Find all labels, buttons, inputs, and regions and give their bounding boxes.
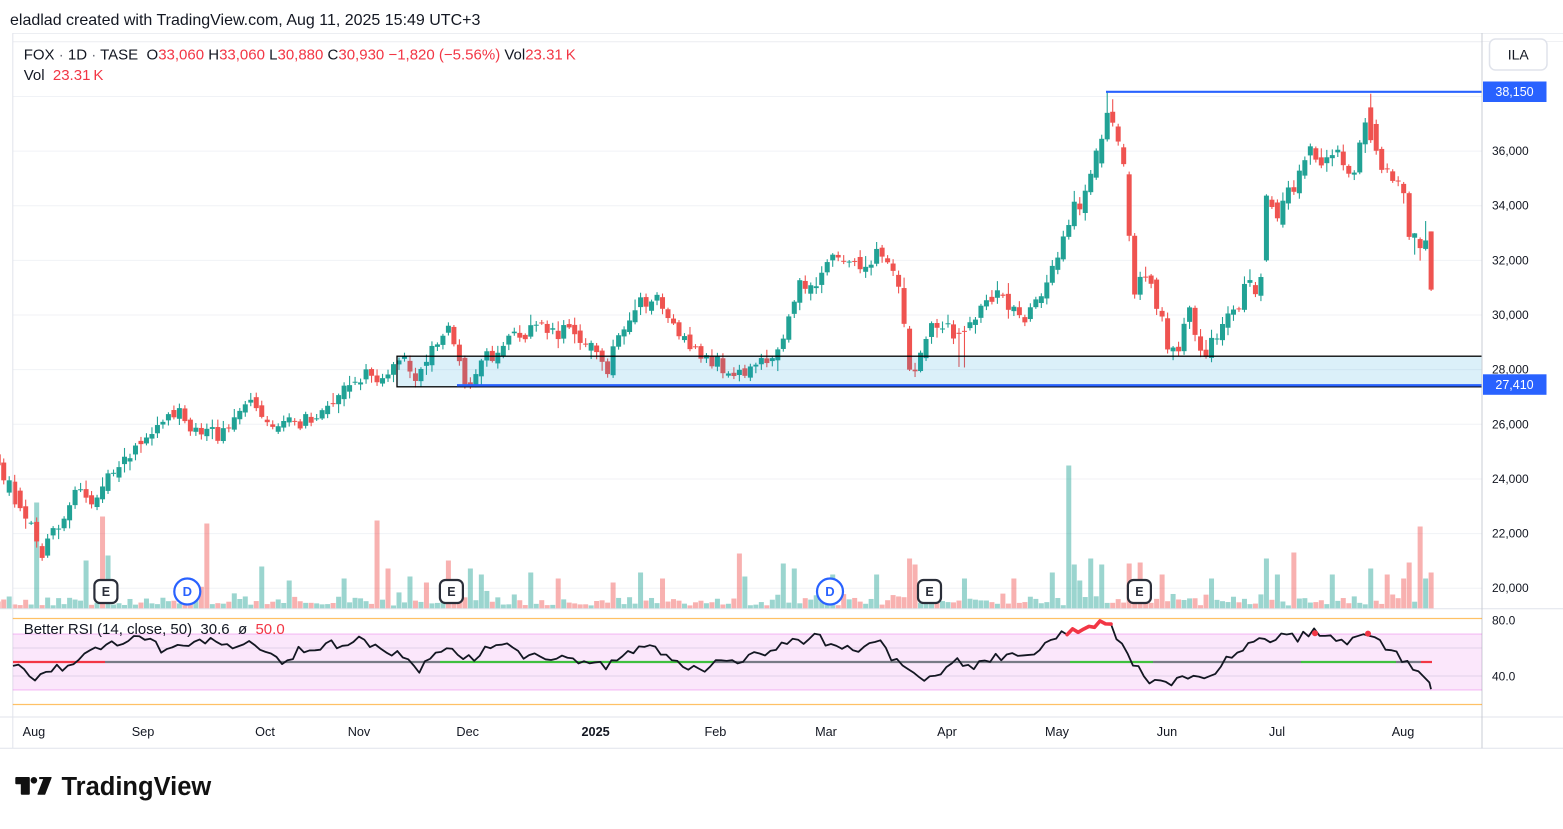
svg-text:Feb: Feb (704, 725, 726, 739)
svg-text:Sep: Sep (132, 725, 155, 739)
svg-text:Nov: Nov (348, 725, 371, 739)
svg-text:80.0: 80.0 (1492, 613, 1516, 627)
svg-text:eladlad created with TradingVi: eladlad created with TradingView.com, Au… (10, 12, 480, 29)
svg-text:32,000: 32,000 (1492, 253, 1529, 267)
svg-text:E: E (102, 585, 110, 599)
svg-text:Better RSI (14, close, 50) 30: Better RSI (14, close, 50) 30.6 ø 50.0 (24, 621, 285, 638)
svg-text:Vol 23.31 K: Vol 23.31 K (24, 67, 104, 84)
svg-text:TradingView: TradingView (62, 773, 212, 801)
svg-text:Dec: Dec (456, 725, 479, 739)
svg-text:D: D (825, 584, 834, 599)
svg-text:E: E (925, 585, 933, 599)
svg-text:20,000: 20,000 (1492, 581, 1529, 595)
svg-text:22,000: 22,000 (1492, 527, 1529, 541)
svg-text:28,000: 28,000 (1492, 363, 1529, 377)
svg-text:Aug: Aug (23, 725, 46, 739)
svg-text:ILA: ILA (1508, 47, 1530, 63)
svg-text:36,000: 36,000 (1492, 144, 1529, 158)
svg-text:E: E (447, 585, 455, 599)
svg-text:34,000: 34,000 (1492, 199, 1529, 213)
svg-text:26,000: 26,000 (1492, 417, 1529, 431)
svg-text:E: E (1135, 585, 1143, 599)
svg-text:24,000: 24,000 (1492, 472, 1529, 486)
svg-text:27,410: 27,410 (1495, 378, 1533, 392)
svg-text:FOX · 1D · TASE O33,060 H33,0: FOX · 1D · TASE O33,060 H33,060 L30,880 … (24, 47, 576, 64)
svg-text:Oct: Oct (255, 725, 275, 739)
svg-text:Jul: Jul (1269, 725, 1285, 739)
svg-text:2025: 2025 (581, 725, 609, 739)
svg-text:40.0: 40.0 (1492, 669, 1516, 683)
svg-text:May: May (1045, 725, 1070, 739)
svg-text:38,150: 38,150 (1495, 85, 1533, 99)
svg-text:Jun: Jun (1157, 725, 1177, 739)
svg-text:Aug: Aug (1392, 725, 1415, 739)
svg-text:Apr: Apr (937, 725, 958, 739)
svg-text:Mar: Mar (815, 725, 838, 739)
svg-text:30,000: 30,000 (1492, 308, 1529, 322)
svg-text:D: D (183, 584, 192, 599)
